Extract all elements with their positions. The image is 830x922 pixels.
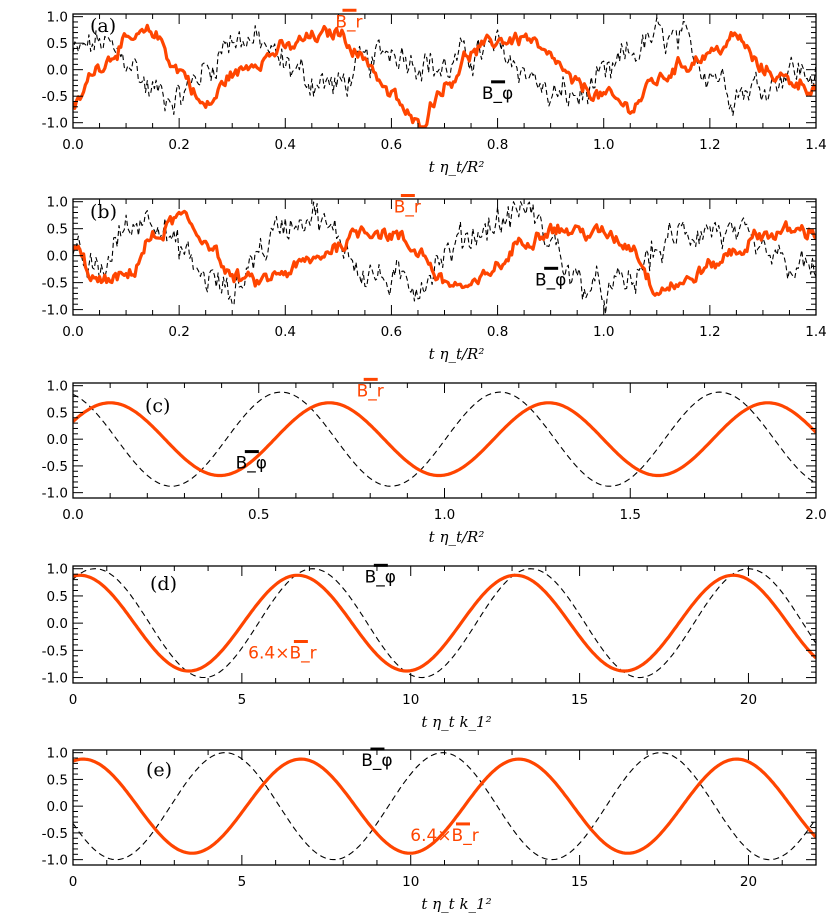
y-tick-label: 0.0 (47, 249, 68, 265)
x-axis-label: t η_t/R² (429, 345, 485, 363)
y-tick-label: -1.0 (42, 116, 68, 132)
plot-frame (72, 749, 817, 866)
series-label: 6.4×B_r (410, 826, 478, 846)
plot-frame (72, 565, 817, 684)
x-tick-label: 0.6 (381, 137, 402, 153)
series-label: B_r (357, 381, 384, 401)
x-tick-label: 0.8 (487, 324, 508, 340)
x-axis-label: t η_t k_1² (421, 713, 491, 731)
series-label: B_φ (236, 454, 267, 474)
y-tick-label: -1.0 (42, 486, 68, 502)
x-tick-label: 20 (740, 692, 757, 708)
chart-panel-4: -1.0 -0.5 0.0 0.5 1.0 0 5 10 15 20 t η_t k_1² (e) 6.… (42, 746, 817, 913)
x-tick-label: 5 (238, 874, 247, 890)
x-axis-label: t η_t/R² (429, 528, 485, 546)
x-tick-label: 0 (69, 692, 78, 708)
x-tick-label: 0 (69, 874, 78, 890)
x-tick-label: 5 (238, 692, 247, 708)
y-tick-label: -0.5 (42, 276, 68, 292)
x-tick-label: 1.4 (805, 324, 826, 340)
chart-panel-0: -1.0 -0.5 0.0 0.5 1.0 0.0 0.2 0.4 0.6 0.8 1.0 1.2 1.… (42, 8, 827, 176)
y-tick-label: 0.0 (47, 799, 68, 815)
series-label: B_r (335, 12, 362, 32)
x-tick-label: 0.4 (275, 137, 296, 153)
panel-label: (d) (150, 573, 177, 595)
series-group (73, 391, 816, 487)
series-group (73, 568, 816, 679)
chart-panel-3: -1.0 -0.5 0.0 0.5 1.0 0 5 10 15 20 t η_t k_1² (d) 6.… (42, 562, 817, 731)
series-label: B_φ (365, 567, 396, 587)
y-tick-label: -1.0 (42, 853, 68, 869)
x-tick-label: 0.0 (62, 324, 83, 340)
chart-panel-1: -1.0 -0.5 0.0 0.5 1.0 0.0 0.2 0.4 0.6 0.8 1.0 1.2 1.… (42, 193, 827, 363)
panel-label: (c) (145, 395, 170, 417)
x-tick-label: 2.0 (805, 507, 826, 523)
series-group (73, 201, 816, 315)
x-tick-label: 1.2 (699, 324, 720, 340)
x-axis-label: t η_t/R² (429, 158, 485, 176)
x-tick-label: 0.2 (168, 137, 189, 153)
series-label: B_φ (535, 270, 566, 290)
y-tick-label: -1.0 (42, 671, 68, 687)
y-tick-label: -0.5 (42, 643, 68, 659)
x-tick-label: 1.0 (593, 324, 614, 340)
series-line-B__ (73, 568, 816, 679)
plot-frame (72, 382, 817, 499)
x-tick-label: 0.5 (248, 507, 269, 523)
panel-label: (e) (146, 759, 172, 781)
y-tick-label: 0.5 (47, 589, 68, 605)
chart-panel-2: -1.0 -0.5 0.0 0.5 1.0 0.0 0.5 1.0 1.5 2.0 t η_t/R²… (42, 377, 827, 546)
x-tick-label: 15 (571, 692, 588, 708)
y-tick-label: 0.5 (47, 222, 68, 238)
series-line-B_r (73, 23, 816, 128)
y-tick-label: 0.0 (47, 616, 68, 632)
x-tick-label: 0.0 (62, 507, 83, 523)
series-label: 6.4×B_r (248, 644, 316, 664)
series-label: B_r (394, 197, 421, 217)
series-line-6_4_B_r (73, 757, 816, 855)
y-tick-label: -0.5 (42, 826, 68, 842)
series-group (73, 17, 816, 128)
x-tick-label: 10 (402, 874, 419, 890)
series-line-B__ (73, 17, 816, 116)
x-tick-label: 10 (402, 692, 419, 708)
panel-label: (b) (90, 201, 117, 223)
y-tick-label: 0.0 (47, 63, 68, 79)
y-tick-label: 1.0 (47, 195, 68, 211)
y-tick-label: 1.0 (47, 562, 68, 578)
panel-label: (a) (90, 15, 116, 37)
y-tick-label: 1.0 (47, 746, 68, 762)
y-tick-label: -1.0 (42, 303, 68, 319)
y-tick-label: 0.5 (47, 405, 68, 421)
series-line-B_r (73, 401, 816, 478)
series-line-B__ (73, 201, 816, 315)
series-line-6_4_B_r (73, 573, 816, 673)
plot-frame (72, 198, 817, 316)
x-tick-label: 1.5 (620, 507, 641, 523)
x-tick-label: 0.2 (168, 324, 189, 340)
x-tick-label: 1.0 (434, 507, 455, 523)
series-label: B_φ (482, 84, 513, 104)
x-tick-label: 15 (571, 874, 588, 890)
y-tick-label: 0.0 (47, 432, 68, 448)
y-tick-label: -0.5 (42, 459, 68, 475)
x-tick-label: 1.4 (805, 137, 826, 153)
x-tick-label: 0.8 (487, 137, 508, 153)
x-tick-label: 0.6 (381, 324, 402, 340)
y-tick-label: 0.5 (47, 772, 68, 788)
series-label: B_φ (361, 751, 392, 771)
x-axis-label: t η_t k_1² (421, 895, 491, 913)
y-tick-label: 1.0 (47, 379, 68, 395)
series-line-B_r (73, 209, 816, 297)
x-tick-label: 1.2 (699, 137, 720, 153)
series-line-B__ (73, 391, 816, 487)
y-tick-label: -0.5 (42, 89, 68, 105)
x-tick-label: 1.0 (593, 137, 614, 153)
y-tick-label: 0.5 (47, 36, 68, 52)
x-tick-label: 0.4 (275, 324, 296, 340)
y-tick-label: 1.0 (47, 10, 68, 26)
x-tick-label: 0.0 (62, 137, 83, 153)
x-tick-label: 20 (740, 874, 757, 890)
